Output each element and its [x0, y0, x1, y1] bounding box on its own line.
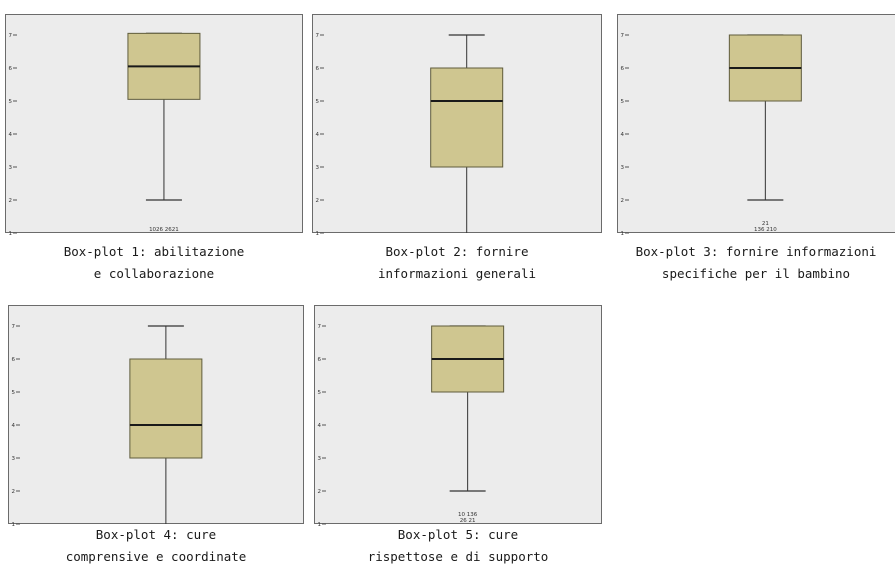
iqr-box [129, 358, 203, 459]
y-tick-label-7: 7 [316, 33, 320, 39]
y-tick-label-1: 1 [12, 522, 16, 528]
y-tick-label-6: 6 [318, 357, 322, 363]
caption-2-line-1: Box-plot 2: fornire [385, 244, 529, 259]
caption-4-line-1: Box-plot 4: cure [95, 527, 217, 542]
caption-1-line-2: e collaborazione [93, 266, 215, 281]
y-tick-label-3: 3 [316, 165, 320, 171]
boxplot-chart-2: 1 2 3 4 5 6 7 [316, 33, 504, 237]
caption-2: Box-plot 2: fornire informazioni general… [312, 241, 602, 285]
y-tick-label-1: 1 [621, 231, 625, 237]
boxplot-panel-1: 1 2 3 4 5 6 7 1026 2621 Box-plot 1: abilitazion… [5, 14, 305, 299]
boxplot-panel-5: 1 2 3 4 5 6 7 10 136 26 21 Box-plot 5: cure risp… [314, 305, 614, 570]
y-tick-label-1: 1 [9, 231, 13, 237]
y-tick-label-7: 7 [318, 324, 322, 330]
iqr-box [430, 67, 504, 168]
y-tick-label-2: 2 [12, 489, 16, 495]
outlier-label: 26 21 [460, 518, 476, 524]
y-tick-label-5: 5 [621, 99, 625, 105]
y-tick-label-5: 5 [316, 99, 320, 105]
y-tick-label-1: 1 [316, 231, 320, 237]
y-tick-label-7: 7 [9, 33, 13, 39]
y-tick-label-3: 3 [12, 456, 16, 462]
outlier-label: 136 210 [754, 227, 777, 233]
boxplot-chart-4: 1 2 3 4 5 6 7 [12, 324, 203, 528]
y-tick-label-4: 4 [318, 423, 322, 429]
y-tick-label-3: 3 [621, 165, 625, 171]
y-tick-label-5: 5 [12, 390, 16, 396]
plot-area-5: 1 2 3 4 5 6 7 10 136 26 21 [314, 305, 602, 528]
caption-2-line-2: informazioni generali [377, 266, 537, 281]
boxplot-panel-3: 1 2 3 4 5 6 7 21 136 210 Box-plot 3: fornire inf… [617, 14, 895, 299]
y-tick-label-6: 6 [621, 66, 625, 72]
caption-3-line-2: specifiche per il bambino [661, 266, 851, 281]
outlier-label: 21 [762, 221, 769, 227]
y-tick-label-7: 7 [12, 324, 16, 330]
outlier-label: 10 136 [458, 512, 478, 518]
caption-5-line-1: Box-plot 5: cure [397, 527, 519, 542]
caption-1-line-1: Box-plot 1: abilitazione [63, 244, 245, 259]
boxplot-panel-4: 1 2 3 4 5 6 7 Box-plot 4: cure comprensive e c… [8, 305, 308, 570]
y-tick-label-4: 4 [9, 132, 13, 138]
boxplot-chart-1: 1 2 3 4 5 6 7 1026 2621 [9, 32, 201, 237]
y-tick-label-3: 3 [318, 456, 322, 462]
caption-4-line-2: comprensive e coordinate [65, 549, 247, 564]
y-tick-label-2: 2 [621, 198, 625, 204]
caption-3-line-1: Box-plot 3: fornire informazioni [635, 244, 877, 259]
y-tick-label-4: 4 [621, 132, 625, 138]
plot-area-1: 1 2 3 4 5 6 7 1026 2621 [5, 14, 303, 237]
y-tick-label-6: 6 [316, 66, 320, 72]
caption-5-line-2: rispettose e di supporto [367, 549, 549, 564]
y-tick-label-4: 4 [316, 132, 320, 138]
y-tick-label-4: 4 [12, 423, 16, 429]
y-tick-label-6: 6 [12, 357, 16, 363]
y-tick-label-7: 7 [621, 33, 625, 39]
y-tick-label-2: 2 [318, 489, 322, 495]
y-tick-label-3: 3 [9, 165, 13, 171]
y-tick-label-1: 1 [318, 522, 322, 528]
y-tick-label-2: 2 [9, 198, 13, 204]
caption-4: Box-plot 4: cure comprensive e coordinat… [8, 524, 304, 568]
y-tick-label-6: 6 [9, 66, 13, 72]
y-tick-label-5: 5 [318, 390, 322, 396]
plot-area-4: 1 2 3 4 5 6 7 [8, 305, 304, 528]
caption-1: Box-plot 1: abilitazione e collaborazion… [5, 241, 303, 285]
caption-5: Box-plot 5: cure rispettose e di support… [314, 524, 602, 568]
plot-area-2: 1 2 3 4 5 6 7 [312, 14, 602, 237]
y-tick-label-5: 5 [9, 99, 13, 105]
caption-3: Box-plot 3: fornire informazioni specifi… [617, 241, 895, 285]
y-tick-label-2: 2 [316, 198, 320, 204]
boxplot-panel-2: 1 2 3 4 5 6 7 Box-plot 2: fornire informazioni… [312, 14, 612, 299]
outlier-label: 1026 2621 [149, 227, 179, 233]
plot-area-3: 1 2 3 4 5 6 7 21 136 210 [617, 14, 895, 237]
